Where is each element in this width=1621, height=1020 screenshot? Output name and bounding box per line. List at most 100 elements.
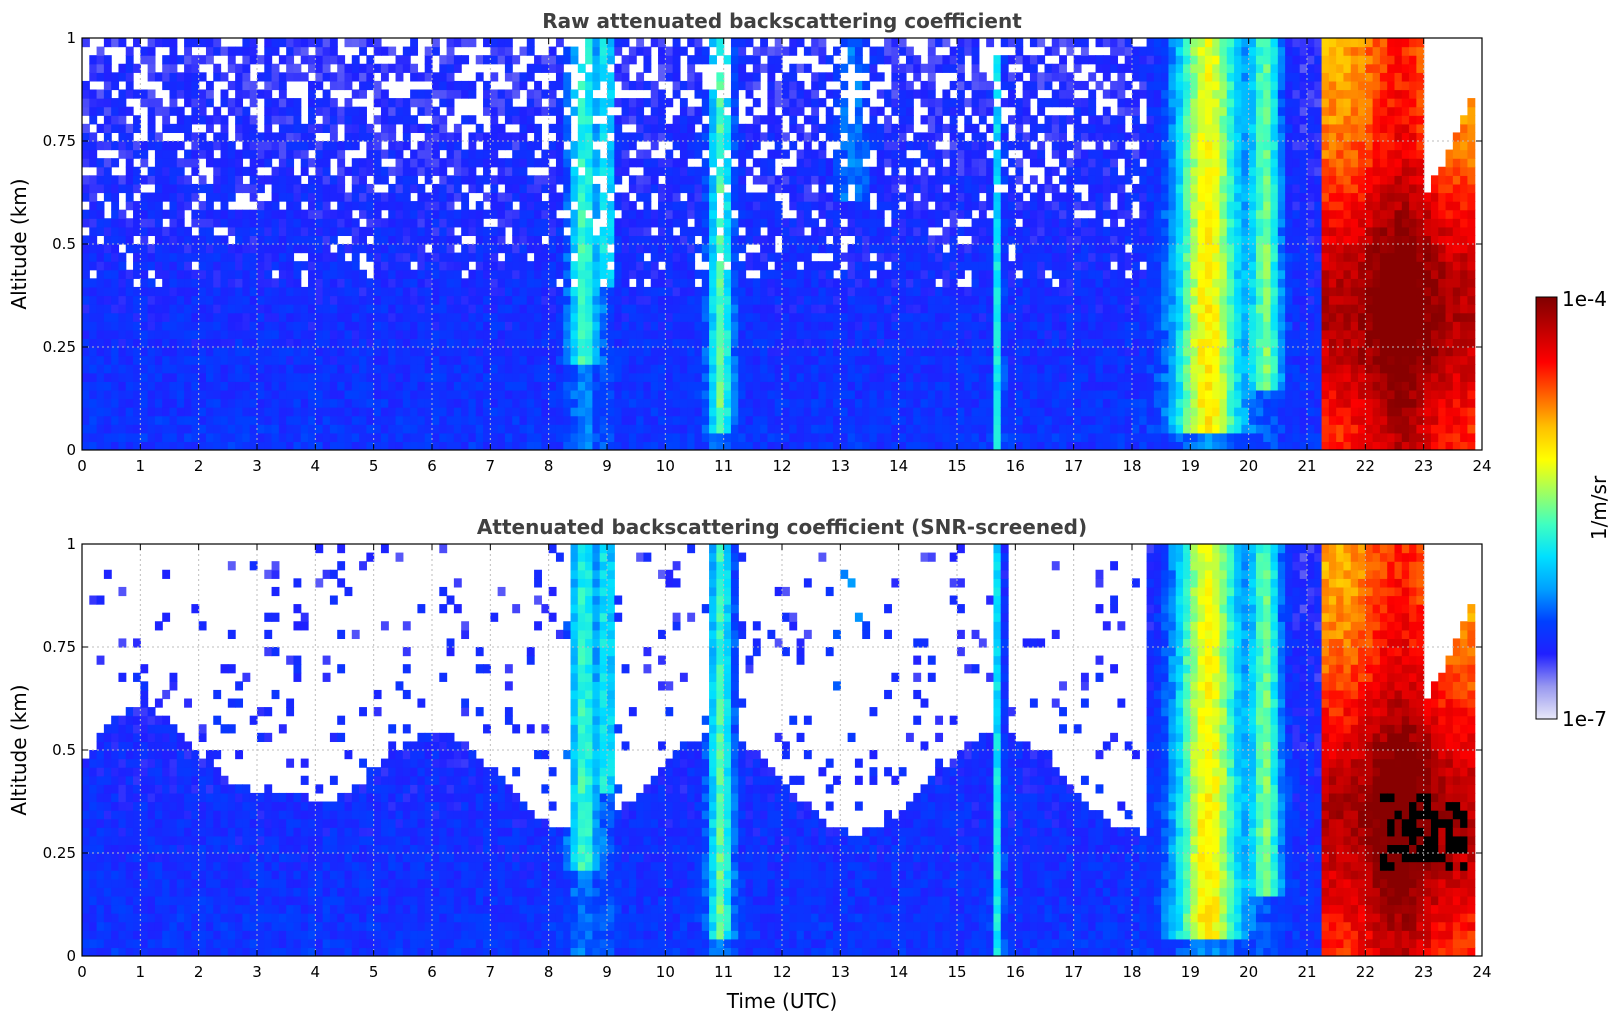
heatmap-cell: [650, 441, 659, 450]
heatmap-cell: [643, 226, 652, 237]
heatmap-cell: [555, 226, 564, 237]
heatmap-cell: [636, 295, 645, 305]
heatmap-cell: [118, 407, 127, 417]
heatmap-cell: [898, 141, 907, 151]
heatmap-cell: [220, 209, 229, 219]
heatmap-cell: [687, 63, 696, 73]
heatmap-cell: [519, 141, 528, 151]
heatmap-cell: [818, 175, 827, 185]
heatmap-cell: [811, 175, 820, 185]
heatmap-cell: [541, 106, 550, 116]
heatmap-cell: [621, 381, 630, 391]
heatmap-cell: [905, 218, 914, 228]
heatmap-cell: [658, 192, 666, 202]
heatmap-cell: [227, 149, 236, 159]
heatmap-cell: [315, 441, 324, 450]
heatmap-cell: [169, 347, 178, 357]
heatmap-cell: [461, 424, 470, 434]
heatmap-cell: [672, 424, 681, 434]
heatmap-cell: [351, 321, 360, 331]
heatmap-cell: [490, 321, 499, 331]
heatmap-cell: [548, 252, 557, 262]
heatmap-cell: [424, 106, 433, 116]
heatmap-cell: [103, 329, 112, 340]
heatmap-cell: [271, 106, 280, 116]
heatmap-cell: [191, 432, 200, 443]
heatmap-cell: [293, 278, 302, 288]
heatmap-cell: [424, 226, 433, 237]
heatmap-cell: [483, 424, 491, 434]
heatmap-cell: [920, 132, 929, 142]
heatmap-cell: [125, 304, 134, 314]
heatmap-cell: [446, 132, 455, 142]
heatmap-cell: [607, 149, 615, 159]
heatmap-cell: [417, 218, 426, 228]
heatmap-cell: [213, 304, 222, 314]
heatmap-cell: [818, 183, 827, 194]
heatmap-cell: [709, 132, 717, 142]
heatmap-cell: [198, 381, 207, 391]
heatmap-cell: [111, 38, 120, 48]
heatmap-cell: [621, 201, 630, 211]
heatmap-cell: [577, 347, 586, 357]
heatmap-cell: [548, 63, 557, 73]
heatmap-cell: [220, 381, 229, 391]
heatmap-cell: [847, 321, 856, 331]
heatmap-cell: [300, 38, 309, 48]
heatmap-cell: [752, 312, 761, 322]
heatmap-cell: [636, 158, 645, 168]
heatmap-cell: [512, 252, 521, 262]
heatmap-cell: [782, 329, 790, 340]
heatmap-cell: [286, 141, 295, 151]
heatmap-cell: [468, 80, 477, 91]
heatmap-cell: [286, 55, 295, 65]
heatmap-cell: [563, 312, 572, 322]
heatmap-cell: [672, 63, 681, 73]
heatmap-cell: [767, 46, 776, 56]
heatmap-cell: [373, 89, 382, 99]
heatmap-cell: [796, 123, 805, 134]
heatmap-cell: [133, 261, 141, 271]
heatmap-cell: [745, 192, 754, 202]
heatmap-cell: [257, 149, 265, 159]
heatmap-cell: [154, 149, 163, 159]
heatmap-cell: [672, 192, 681, 202]
heatmap-cell: [337, 321, 346, 331]
heatmap-cell: [650, 106, 659, 116]
heatmap-cell: [286, 46, 295, 56]
heatmap-cell: [752, 218, 761, 228]
heatmap-cell: [395, 364, 404, 374]
heatmap-cell: [497, 338, 506, 348]
heatmap-cell: [198, 415, 207, 425]
heatmap-cell: [825, 244, 834, 254]
heatmap-cell: [905, 201, 914, 211]
heatmap-cell: [621, 312, 630, 322]
heatmap-cell: [869, 398, 878, 408]
heatmap-cell: [271, 381, 280, 391]
heatmap-cell: [563, 252, 572, 262]
heatmap-cell: [884, 304, 892, 314]
heatmap-cell: [599, 106, 608, 116]
heatmap-cell: [876, 149, 885, 159]
heatmap-cell: [227, 355, 236, 365]
heatmap-cell: [701, 166, 710, 176]
heatmap-cell: [89, 355, 98, 365]
heatmap-cell: [322, 149, 331, 159]
heatmap-cell: [468, 278, 477, 288]
heatmap-cell: [176, 235, 185, 245]
heatmap-cell: [534, 304, 542, 314]
heatmap-cell: [220, 192, 229, 202]
heatmap-cell: [402, 321, 411, 331]
heatmap-cell: [862, 226, 871, 237]
heatmap-cell: [614, 201, 623, 211]
heatmap-cell: [679, 244, 688, 254]
heatmap-cell: [344, 132, 353, 142]
heatmap-cell: [162, 115, 171, 125]
heatmap-cell: [198, 98, 207, 108]
heatmap-cell: [235, 166, 244, 176]
heatmap-cell: [293, 201, 302, 211]
heatmap-cell: [687, 132, 696, 142]
heatmap-cell: [417, 72, 426, 82]
heatmap-cell: [730, 141, 739, 151]
heatmap-cell: [410, 432, 419, 443]
